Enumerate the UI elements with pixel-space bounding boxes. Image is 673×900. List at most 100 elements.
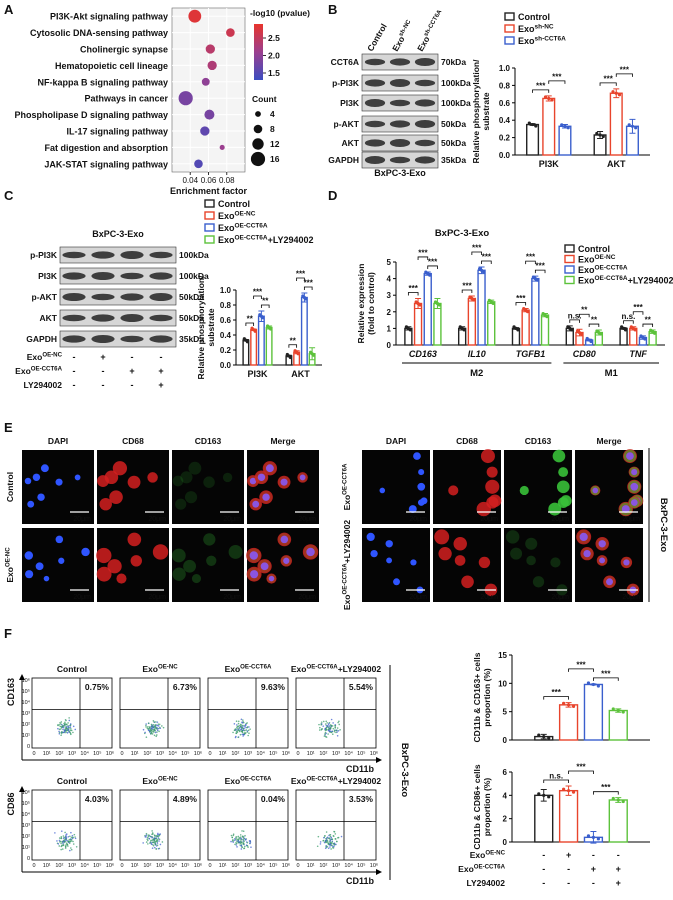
event [156,729,159,732]
event [240,728,243,730]
x-tick-label: 10² [143,751,151,757]
event [241,836,244,838]
event [338,723,341,726]
significance-bracket [245,322,255,326]
x-tick-label: 10¹ [219,863,227,869]
legend-swatch [504,24,515,33]
x-tick-label: TNF [629,349,647,359]
event [73,833,76,836]
nucleus [598,540,606,548]
data-point [530,122,535,127]
y-tick-label: 10 [498,679,507,688]
x-tick-label: 0 [208,863,211,869]
y-tick-label: 10⁶ [22,677,30,684]
treatment-mark: + [158,380,163,390]
event [151,847,154,849]
x-tick-label: 10⁶ [370,750,378,757]
event [335,729,338,732]
legend-label: ExoOE-CCT6A [218,223,268,234]
treatment-label: ExoOE-NC [470,850,506,861]
legend-swatch [504,36,515,45]
event [62,728,64,731]
event [68,838,71,841]
event [154,843,157,846]
event [330,848,332,850]
legend-label-part: OE-NC [235,211,256,218]
significance-bracket [532,89,550,93]
flow-title-part: Exo [291,664,307,674]
event [144,836,147,838]
band [389,99,411,107]
event [64,731,66,734]
x-tick-label: 10⁴ [344,750,353,757]
event [152,838,155,841]
nucleus [621,505,630,514]
x-tick-label: 10⁶ [282,750,290,757]
cell [486,496,499,509]
event [239,834,242,836]
event [70,727,72,730]
event [65,834,67,836]
panel-letter: D [328,188,337,203]
nucleus [408,505,417,514]
legend-label-part: Control [218,199,250,209]
size-key-label: 12 [270,139,280,149]
event [234,839,236,842]
event [152,728,155,731]
data-point [562,701,566,705]
event [60,837,63,839]
event [329,730,332,732]
cell [203,476,215,488]
flow-title: ExoOE-NC [142,664,178,675]
flow-title: ExoOE-CCT6A+LY294002 [291,776,382,787]
event [325,831,328,833]
x-tick-label: 10⁵ [93,750,101,757]
x-tick-label: 0 [32,751,35,757]
event [155,721,157,723]
x-tick-label: 10¹ [43,863,51,869]
nucleus [418,469,425,476]
x-tick-label: 10³ [244,751,252,757]
color-bar [254,24,263,80]
event [235,838,238,840]
bar [609,92,623,156]
event [60,723,62,725]
event [322,839,325,842]
band [414,58,436,66]
event [62,842,64,845]
size-key [255,111,261,117]
x-tick-label: 10¹ [131,751,139,757]
data-point [579,332,583,336]
event [247,846,249,848]
event [161,725,163,727]
treatment-label: LY294002 [467,878,506,888]
event [151,830,153,832]
x-tick-label: 0 [120,863,123,869]
legend-label-part: Exo [218,223,235,233]
event [328,728,330,730]
event [244,723,247,726]
data-point [408,328,412,332]
event [237,838,239,841]
category-label: IL-17 signaling pathway [66,127,168,137]
event [62,731,65,734]
legend-swatch [564,244,575,253]
flow-title-part: OE-NC [158,776,178,783]
treatment-mark: - [542,850,545,860]
event [237,736,240,739]
data-point [598,133,602,137]
event [232,833,235,836]
cell [104,470,119,485]
event [154,724,157,726]
y-axis-label: Relative phosphorylation/ [471,59,481,164]
row-label-part: Exo [5,567,15,583]
event [330,836,333,839]
significance-label: *** [601,783,611,792]
event [69,849,71,852]
nucleus [606,578,613,586]
event [327,842,330,845]
event [333,730,336,733]
size-key [250,151,266,167]
blot-size-label: 100kDa [179,271,209,281]
x-tick-label: 10³ [68,751,76,757]
